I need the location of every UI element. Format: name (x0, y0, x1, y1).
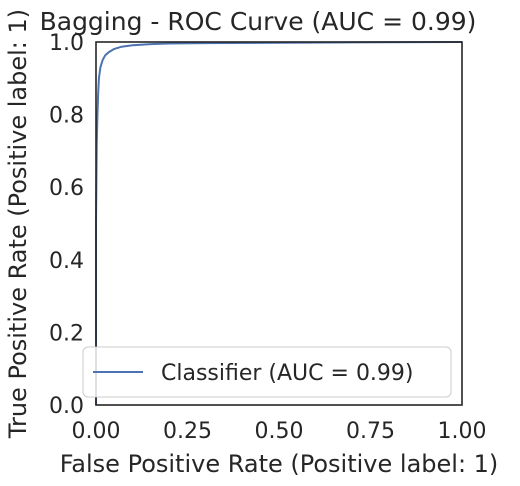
legend: Classifier (AUC = 0.99) (82, 346, 452, 398)
y-tick-label: 1.0 (49, 31, 84, 56)
x-axis-label: False Positive Rate (Positive label: 1) (60, 450, 499, 478)
legend-label: Classifier (AUC = 0.99) (161, 361, 414, 386)
x-tick-label: 0.75 (346, 419, 395, 444)
series-layer (95, 41, 463, 405)
x-tick-label: 1.00 (438, 419, 487, 444)
y-tick-label: 0.0 (49, 394, 84, 419)
y-axis-ticks: 0.0 0.2 0.4 0.6 0.8 1.0 (49, 31, 84, 419)
legend-box (82, 346, 452, 398)
x-tick-label: 0.25 (163, 419, 212, 444)
chart-title: Bagging - ROC Curve (AUC = 0.99) (40, 7, 477, 36)
y-axis-label: True Positive Rate (Positive label: 1) (4, 9, 32, 439)
x-tick-label: 0.00 (72, 419, 121, 444)
y-tick-label: 0.4 (49, 249, 84, 274)
plot-frame (95, 41, 463, 406)
x-axis-ticks: 0.00 0.25 0.50 0.75 1.00 (72, 419, 487, 444)
y-tick-label: 0.6 (49, 176, 84, 201)
x-tick-label: 0.50 (255, 419, 304, 444)
y-tick-label: 0.8 (49, 104, 84, 129)
roc-curve-line (95, 41, 463, 405)
y-tick-label: 0.2 (49, 321, 84, 346)
